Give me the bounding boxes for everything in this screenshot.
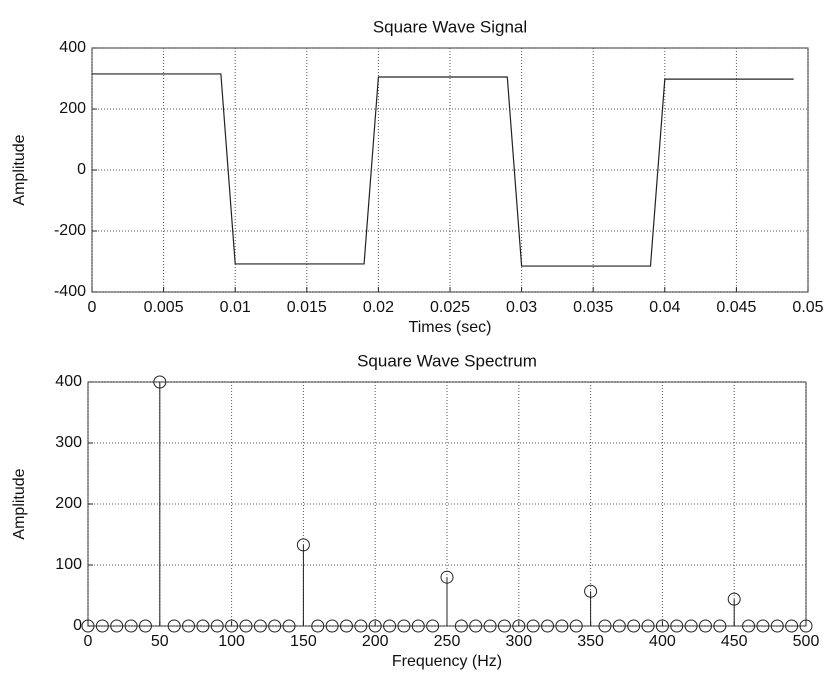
stem-marker <box>253 619 267 633</box>
stem-marker <box>81 619 95 633</box>
stem-marker <box>339 619 353 633</box>
stem-marker <box>612 619 626 633</box>
stem-marker <box>512 619 526 633</box>
x-tick-label: 300 <box>505 633 532 650</box>
x-tick-label: 0.015 <box>287 299 327 316</box>
x-tick-label: 50 <box>151 633 169 650</box>
x-tick-label: 0.045 <box>716 299 756 316</box>
x-tick-label: 0.005 <box>144 299 184 316</box>
chart-title: Square Wave Spectrum <box>357 351 537 370</box>
stem-marker <box>110 619 124 633</box>
x-tick-label: 250 <box>434 633 461 650</box>
x-tick-label: 0.035 <box>573 299 613 316</box>
stem-marker <box>497 619 511 633</box>
stem-marker <box>541 619 555 633</box>
y-tick-label: 0 <box>77 161 86 178</box>
stem-marker <box>454 619 468 633</box>
stem-marker <box>598 619 612 633</box>
stem-marker <box>210 619 224 633</box>
stem-marker <box>239 619 253 633</box>
y-tick-label: -400 <box>54 283 86 300</box>
stem-marker <box>325 619 339 633</box>
x-tick-label: 0 <box>88 299 97 316</box>
stem-marker <box>641 619 655 633</box>
stem-marker <box>167 619 181 633</box>
stem-marker <box>196 619 210 633</box>
stem-marker <box>95 619 109 633</box>
stem-marker <box>584 584 598 598</box>
subplot: 0 0.005 0.01 0.015 0.02 0.025 0.03 0.035 0.04 0.0… <box>11 17 823 336</box>
stem-marker <box>670 619 684 633</box>
stem-marker <box>713 619 727 633</box>
x-tick-label: 500 <box>793 633 820 650</box>
stem-marker <box>311 619 325 633</box>
stem-marker <box>655 619 669 633</box>
y-tick-label: 400 <box>59 39 86 56</box>
y-tick-label: 200 <box>59 100 86 117</box>
stem-marker <box>411 619 425 633</box>
stem-marker <box>770 619 784 633</box>
stem-marker <box>698 619 712 633</box>
x-tick-label: 200 <box>362 633 389 650</box>
stem-marker <box>526 619 540 633</box>
subplot: 0 50 100 150 200 250 300 350 400 450 500 0 100 200 300… <box>11 351 819 670</box>
stem-marker <box>483 619 497 633</box>
x-tick-label: 0.03 <box>506 299 537 316</box>
signal-line <box>92 73 794 267</box>
stem-marker <box>555 619 569 633</box>
y-tick-label: 400 <box>55 373 82 390</box>
y-axis-label: Amplitude <box>11 468 28 539</box>
stem-marker <box>727 592 741 606</box>
stem-marker <box>124 619 138 633</box>
y-tick-label: 300 <box>55 434 82 451</box>
stem-marker <box>397 619 411 633</box>
y-tick-label: -200 <box>54 222 86 239</box>
stem-marker <box>569 619 583 633</box>
stem-marker <box>742 619 756 633</box>
x-tick-label: 150 <box>290 633 317 650</box>
y-tick-label: 200 <box>55 495 82 512</box>
x-tick-label: 0.04 <box>649 299 680 316</box>
stem-marker <box>426 619 440 633</box>
stem-marker <box>368 619 382 633</box>
stem-marker <box>153 375 167 389</box>
x-tick-label: 450 <box>721 633 748 650</box>
stem-marker <box>684 619 698 633</box>
stem-marker <box>756 619 770 633</box>
y-axis-label: Amplitude <box>11 134 28 205</box>
stem-marker <box>182 619 196 633</box>
x-tick-label: 0 <box>84 633 93 650</box>
x-axis-label: Frequency (Hz) <box>392 653 502 670</box>
stem-marker <box>138 619 152 633</box>
x-tick-label: 400 <box>649 633 676 650</box>
stem-marker <box>469 619 483 633</box>
y-tick-label: 0 <box>73 617 82 634</box>
x-tick-label: 350 <box>577 633 604 650</box>
stem-marker <box>282 619 296 633</box>
stem-marker <box>627 619 641 633</box>
stem-marker <box>799 619 813 633</box>
stem-marker <box>354 619 368 633</box>
x-tick-label: 0.01 <box>220 299 251 316</box>
x-tick-label: 0.05 <box>792 299 823 316</box>
x-axis-label: Times (sec) <box>409 319 492 336</box>
stem-marker <box>440 570 454 584</box>
chart-title: Square Wave Signal <box>373 17 527 36</box>
y-tick-label: 100 <box>55 556 82 573</box>
stem-marker <box>296 538 310 552</box>
x-tick-label: 0.025 <box>430 299 470 316</box>
x-tick-label: 100 <box>218 633 245 650</box>
stem-marker <box>268 619 282 633</box>
stem-marker <box>225 619 239 633</box>
stem-marker <box>785 619 799 633</box>
x-tick-label: 0.02 <box>363 299 394 316</box>
stem-marker <box>383 619 397 633</box>
